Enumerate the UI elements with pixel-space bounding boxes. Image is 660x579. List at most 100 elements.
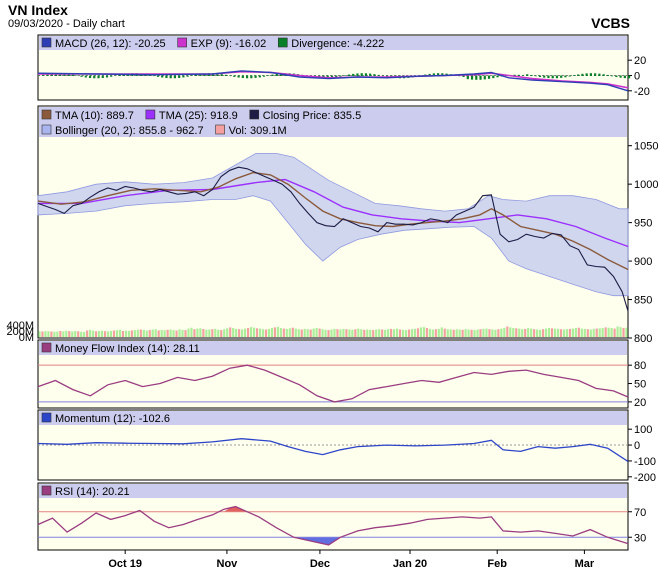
volume-bar <box>306 329 309 337</box>
mfi-legend-swatch-0 <box>41 342 52 353</box>
volume-bar <box>422 327 425 337</box>
volume-bar <box>324 329 327 337</box>
volume-bar <box>407 329 411 337</box>
volume-bar <box>124 330 127 337</box>
divergence-bar <box>606 74 609 76</box>
macd-legend-label-2: Divergence: -4.222 <box>291 38 384 50</box>
volume-bar <box>568 328 571 337</box>
divergence-bar <box>258 75 261 78</box>
volume-bar <box>544 328 548 337</box>
volume-bar <box>598 328 601 337</box>
divergence-bar <box>186 75 189 77</box>
volume-bar <box>473 330 476 337</box>
volume-bar <box>455 329 458 337</box>
volume-bar <box>154 329 157 337</box>
volume-bar <box>50 331 53 337</box>
volume-bar <box>297 329 300 337</box>
volume-bar <box>381 329 384 337</box>
divergence-bar <box>178 75 181 78</box>
divergence-bar <box>84 75 87 78</box>
volume-bar <box>288 328 291 337</box>
divergence-bar <box>530 74 533 76</box>
divergence-bar <box>220 74 223 76</box>
rsi-legend-swatch-0 <box>41 485 52 496</box>
divergence-bar <box>173 75 177 79</box>
macd-legend-swatch-1 <box>177 37 187 48</box>
divergence-bar <box>517 74 520 76</box>
momentum-legend-label-0: Momentum (12): -102.6 <box>55 413 170 425</box>
volume-bar <box>139 329 142 337</box>
divergence-bar <box>118 74 121 76</box>
x-tick-label-1: Nov <box>217 558 239 570</box>
volume-bar <box>392 329 396 337</box>
volume-bar <box>434 329 437 337</box>
volume-bar <box>476 329 479 337</box>
volume-bar <box>193 329 196 337</box>
volume-bar <box>244 328 247 337</box>
volume-bar <box>47 331 50 337</box>
divergence-bar <box>521 75 525 76</box>
divergence-bar <box>343 75 346 76</box>
volume-bar <box>246 328 250 337</box>
volume-bar <box>562 329 566 337</box>
volume-bar <box>360 329 363 337</box>
volume-bar <box>485 328 488 337</box>
volume-bar <box>461 329 464 337</box>
volume-bar <box>172 330 175 337</box>
divergence-bar <box>543 75 546 78</box>
divergence-bar <box>148 74 151 76</box>
volume-bar <box>613 328 616 337</box>
divergence-bar <box>241 75 244 79</box>
price-legend-row2-swatch-1 <box>215 124 225 135</box>
volume-bar <box>604 327 607 337</box>
volume-bar <box>601 328 604 337</box>
divergence-bar <box>560 75 563 78</box>
chart-title: VN Index <box>8 2 68 18</box>
volume-bar <box>610 328 613 337</box>
divergence-bar <box>250 75 253 79</box>
x-tick-label-4: Feb <box>487 558 507 570</box>
price-legend-row2-label-1: Vol: 309.1M <box>229 125 287 137</box>
divergence-bar <box>628 75 631 79</box>
volume-bar <box>524 328 527 337</box>
volume-bar <box>163 330 166 337</box>
volume-bar <box>375 329 378 337</box>
price-legend-row1-label-1: TMA (25): 918.9 <box>159 110 238 122</box>
divergence-bar <box>275 73 278 76</box>
volume-bar <box>425 328 428 337</box>
volume-bar <box>583 328 586 337</box>
volume-bar <box>133 330 136 337</box>
volume-bar <box>515 328 518 337</box>
volume-bar <box>431 329 434 337</box>
volume-bar <box>121 331 125 337</box>
divergence-bar <box>428 73 431 76</box>
macd-axis-tick-label-0: 20 <box>634 55 646 67</box>
volume-bar <box>369 329 372 337</box>
volume-bar <box>547 328 551 337</box>
volume-bar <box>390 328 393 337</box>
volume-bar <box>282 328 285 337</box>
divergence-bar <box>470 75 474 80</box>
price-legend-row2-label-0: Bollinger (20, 2): 855.8 - 962.7 <box>55 125 204 137</box>
divergence-bar <box>195 74 198 76</box>
volume-bar <box>333 328 336 337</box>
volume-bar <box>300 329 303 337</box>
volume-bar <box>553 328 557 337</box>
volume-bar <box>503 328 506 337</box>
volume-bar <box>44 331 47 337</box>
bollinger-band <box>37 153 629 297</box>
volume-bar <box>452 329 455 337</box>
volume-bar <box>205 329 208 337</box>
volume-bar <box>285 328 288 337</box>
divergence-bar <box>326 75 329 79</box>
divergence-bar <box>538 75 542 78</box>
divergence-bar <box>156 75 160 77</box>
divergence-bar <box>224 74 227 76</box>
volume-bar <box>130 330 133 337</box>
volume-bar <box>255 328 259 337</box>
volume-bar <box>41 331 44 337</box>
volume-bar <box>395 328 399 337</box>
volume-bar <box>109 330 113 337</box>
volume-bar <box>309 329 312 337</box>
